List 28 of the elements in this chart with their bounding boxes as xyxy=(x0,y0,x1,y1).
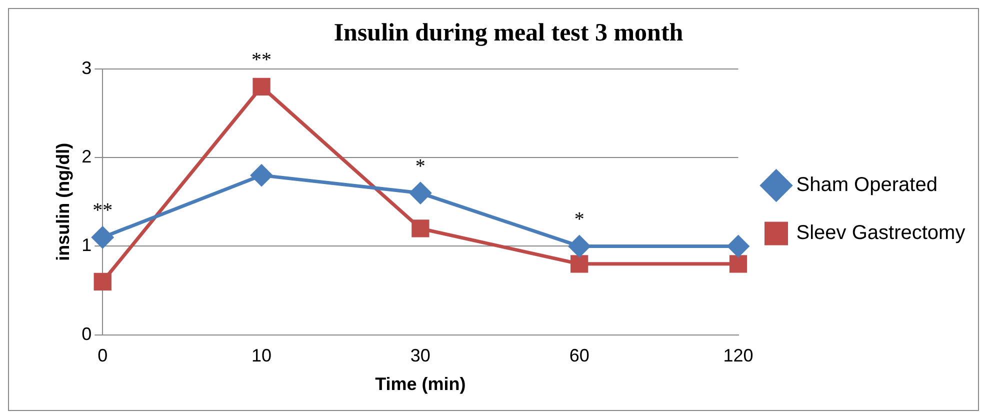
y-tick-label: 1 xyxy=(82,235,92,256)
x-tick-label: 60 xyxy=(569,346,590,366)
annotation: ** xyxy=(252,48,272,71)
y-tick-label: 0 xyxy=(82,324,92,344)
y-tick-label: 2 xyxy=(82,146,92,167)
y-tick-label: 3 xyxy=(82,58,92,78)
x-tick-label: 120 xyxy=(723,346,754,366)
chart-title: Insulin during meal test 3 month xyxy=(334,19,684,46)
legend-label: Sleev Gastrectomy xyxy=(796,222,966,244)
point xyxy=(252,78,270,96)
y-axis-title: insulin (ng/dl) xyxy=(52,142,73,261)
point xyxy=(250,164,272,186)
point xyxy=(570,255,588,273)
point xyxy=(412,220,430,238)
legend-label: Sham Operated xyxy=(796,174,938,196)
point xyxy=(568,235,590,257)
x-tick-label: 0 xyxy=(98,346,108,366)
annotation: * xyxy=(574,208,584,230)
x-axis-title: Time (min) xyxy=(375,374,466,394)
point xyxy=(410,182,432,204)
point xyxy=(729,255,748,273)
annotation: * xyxy=(415,155,426,178)
x-tick-label: 30 xyxy=(410,346,430,366)
annotation: ** xyxy=(92,200,113,222)
point xyxy=(94,272,112,290)
x-tick-label: 10 xyxy=(252,346,272,366)
point xyxy=(92,226,114,248)
point xyxy=(728,235,749,257)
